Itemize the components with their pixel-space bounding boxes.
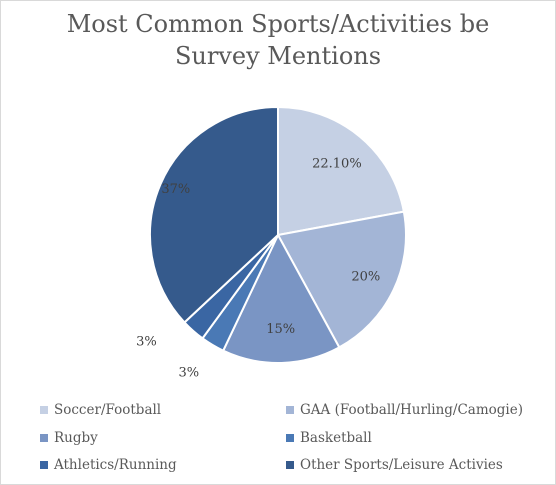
pie-slice-6 bbox=[149, 105, 279, 324]
legend-swatch-6 bbox=[286, 461, 294, 469]
legend-label-5: Athletics/Running bbox=[54, 457, 177, 473]
legend-item-3: Rugby bbox=[40, 428, 98, 448]
data-label-5: 3% bbox=[136, 334, 157, 349]
legend-label-1: Soccer/Football bbox=[54, 402, 162, 418]
data-label-3: 15% bbox=[266, 322, 295, 337]
legend-label-2: GAA (Football/Hurling/Camogie) bbox=[300, 402, 523, 418]
legend-item-2: GAA (Football/Hurling/Camogie) bbox=[286, 400, 523, 420]
data-label-1: 22.10% bbox=[312, 157, 362, 172]
legend-label-4: Basketball bbox=[300, 430, 372, 446]
chart-title-line-1: Most Common Sports/Activities be bbox=[66, 10, 490, 38]
legend-swatch-3 bbox=[40, 434, 48, 442]
legend-item-4: Basketball bbox=[286, 428, 372, 448]
pie-slice-1 bbox=[277, 105, 406, 237]
legend-swatch-5 bbox=[40, 461, 48, 469]
legend-item-5: Athletics/Running bbox=[40, 455, 177, 475]
chart-title-line-2: Survey Mentions bbox=[174, 42, 382, 70]
data-label-4: 3% bbox=[178, 365, 199, 380]
legend-swatch-1 bbox=[40, 406, 48, 414]
legend-swatch-4 bbox=[286, 434, 294, 442]
data-label-6: 37% bbox=[161, 182, 190, 197]
pie-slice-3 bbox=[221, 232, 341, 364]
legend-swatch-2 bbox=[286, 406, 294, 414]
legend-label-6: Other Sports/Leisure Activies bbox=[300, 457, 503, 473]
legend-item-1: Soccer/Football bbox=[40, 400, 161, 420]
data-label-2: 20% bbox=[351, 269, 380, 284]
legend-label-3: Rugby bbox=[54, 430, 98, 446]
pie-slice-2 bbox=[276, 210, 407, 349]
legend-item-6: Other Sports/Leisure Activies bbox=[286, 455, 503, 475]
